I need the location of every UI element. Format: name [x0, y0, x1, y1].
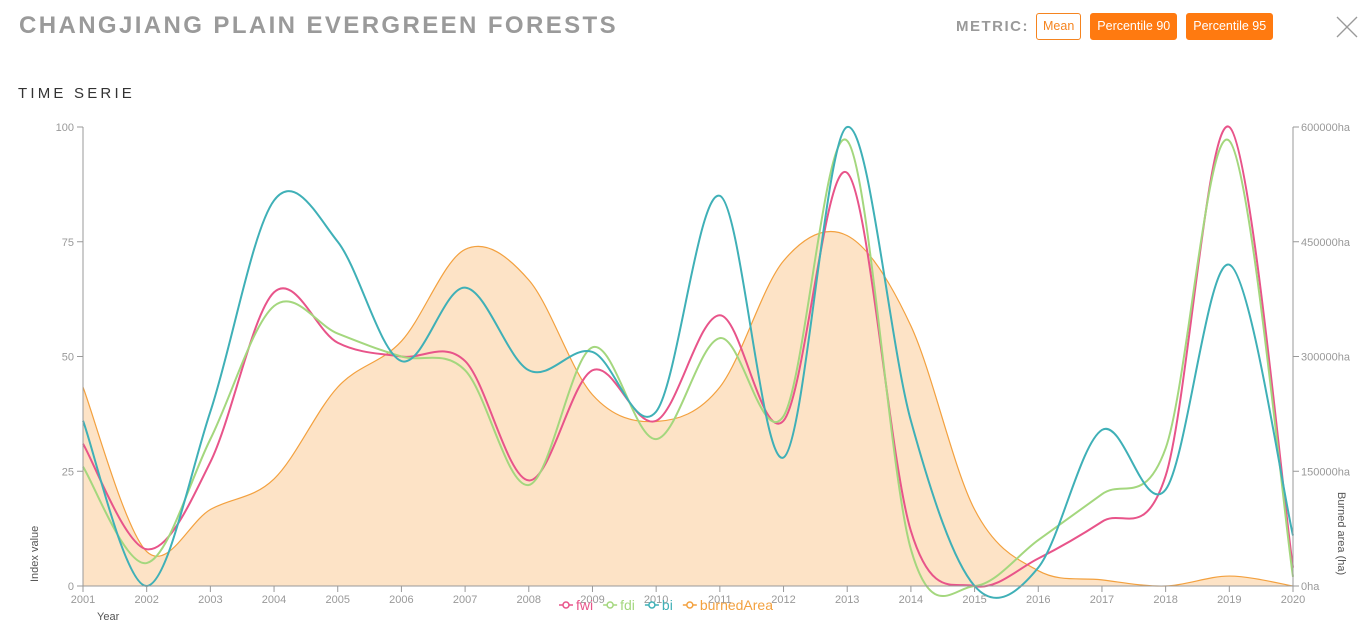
x-tick-label: 2007 — [453, 594, 477, 606]
close-icon — [1336, 16, 1358, 38]
metric-label: METRIC: — [956, 18, 1029, 35]
y-tick-label: 50 — [62, 352, 74, 364]
legend-marker-bi — [648, 601, 656, 609]
y2-axis-label: Burned area (ha) — [1335, 492, 1347, 575]
legend-label-fdi: fdi — [620, 597, 635, 613]
x-tick-label: 2018 — [1153, 594, 1177, 606]
x-tick-label: 2008 — [517, 594, 541, 606]
x-tick-label: 2015 — [962, 594, 986, 606]
x-tick-label: 2005 — [325, 594, 349, 606]
x-tick-label: 2017 — [1090, 594, 1114, 606]
x-tick-label: 2012 — [771, 594, 795, 606]
metric-selector: METRIC: Mean Percentile 90 Percentile 95 — [956, 13, 1282, 40]
legend-marker-fwi — [562, 601, 570, 609]
y-axis-label: Index value — [29, 526, 41, 582]
x-tick-label: 2002 — [134, 594, 158, 606]
x-tick-label: 2019 — [1217, 594, 1241, 606]
y2-tick-label: 150000ha — [1301, 466, 1351, 478]
x-tick-label: 2004 — [262, 594, 286, 606]
legend-marker-burnedArea — [686, 601, 694, 609]
x-tick-label: 2020 — [1281, 594, 1305, 606]
burned-area-fill — [83, 231, 1293, 587]
series-fdi-line — [82, 138, 1294, 598]
metric-mean-button[interactable]: Mean — [1036, 13, 1082, 40]
y-tick-label: 0 — [68, 581, 74, 593]
metric-percentile-90-button[interactable]: Percentile 90 — [1090, 13, 1178, 40]
x-tick-label: 2011 — [708, 594, 732, 606]
x-tick-label: 2016 — [1026, 594, 1050, 606]
metric-percentile-95-button[interactable]: Percentile 95 — [1186, 13, 1274, 40]
x-axis-label: Year — [97, 611, 120, 623]
section-title: TIME SERIE — [18, 85, 136, 102]
y2-tick-label: 0ha — [1301, 581, 1320, 593]
close-button[interactable] — [1336, 16, 1358, 38]
y2-tick-label: 450000ha — [1301, 237, 1351, 249]
y2-tick-label: 600000ha — [1301, 122, 1351, 134]
x-tick-label: 2001 — [71, 594, 95, 606]
x-tick-label: 2006 — [389, 594, 413, 606]
legend-label-bi: bi — [662, 597, 673, 613]
x-tick-label: 2009 — [580, 594, 604, 606]
page-title: CHANGJIANG PLAIN EVERGREEN FORESTS — [19, 12, 618, 39]
x-tick-label: 2003 — [198, 594, 222, 606]
x-tick-label: 2014 — [899, 594, 923, 606]
legend-marker-fdi — [606, 601, 614, 609]
x-tick-label: 2013 — [835, 594, 859, 606]
y-tick-label: 75 — [62, 237, 74, 249]
legend-label-fwi: fwi — [576, 597, 593, 613]
legend-label-burnedArea: burnedArea — [700, 597, 773, 613]
y2-tick-label: 300000ha — [1301, 352, 1351, 364]
y-tick-label: 25 — [62, 466, 74, 478]
y-tick-label: 100 — [56, 122, 74, 134]
series-bi-line — [82, 126, 1294, 599]
